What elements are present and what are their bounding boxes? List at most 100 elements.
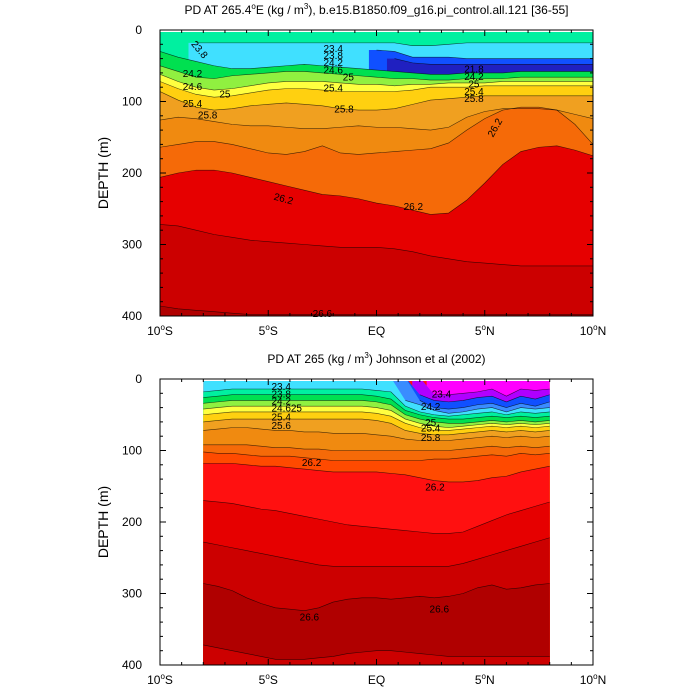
degree-sign: o bbox=[265, 323, 270, 332]
contour-line bbox=[203, 463, 550, 483]
chart-title: PD AT 265.4oE (kg / m3), b.e15.B1850.f09… bbox=[184, 2, 568, 17]
contour-line bbox=[203, 418, 550, 436]
contour-label: 25 bbox=[219, 90, 231, 101]
contour-label: 25 bbox=[291, 404, 303, 415]
contour-line bbox=[160, 106, 593, 155]
x-tick-label: 10oS bbox=[147, 323, 173, 338]
y-tick-label: 400 bbox=[122, 658, 142, 672]
y-tick-label: 0 bbox=[135, 23, 142, 37]
contour-line bbox=[203, 411, 550, 431]
contour-label: 21.8 bbox=[464, 65, 484, 76]
contour-line bbox=[203, 444, 550, 451]
y-tick-label: 200 bbox=[122, 515, 142, 529]
contour-line bbox=[160, 224, 593, 267]
contour-line bbox=[394, 58, 593, 65]
contour-label: 25.8 bbox=[421, 433, 441, 444]
hemisphere: S bbox=[270, 673, 278, 687]
contour-line bbox=[160, 74, 593, 91]
contour-label: 24.6 bbox=[323, 65, 343, 76]
chart-title: PD AT 265 (kg / m3) Johnson et al (2002) bbox=[267, 351, 485, 366]
contour-label: 25.8 bbox=[334, 105, 354, 116]
contour-line bbox=[203, 427, 550, 441]
contour-label: 25.8 bbox=[198, 110, 218, 121]
x-tick-label: 10oS bbox=[147, 672, 173, 687]
contour-line bbox=[160, 81, 593, 98]
x-tick-label: 5oS bbox=[259, 323, 278, 338]
title-text: PD AT 265 (kg / m bbox=[267, 352, 364, 366]
y-tick-label: 200 bbox=[122, 166, 142, 180]
contour-line bbox=[203, 405, 550, 428]
contour-line bbox=[203, 451, 550, 461]
x-tick-number: EQ bbox=[368, 673, 385, 687]
contour-label: 25.4 bbox=[323, 83, 343, 94]
contour-line bbox=[376, 49, 593, 59]
contour-line bbox=[203, 400, 550, 424]
x-tick-label: 5oN bbox=[475, 323, 495, 338]
contour-label: 25.6 bbox=[272, 421, 292, 432]
contour-line bbox=[203, 388, 550, 417]
contour-band bbox=[203, 583, 550, 665]
contour-label: 26.6 bbox=[300, 612, 320, 623]
contour-label: 25.4 bbox=[183, 99, 203, 110]
degree-sign: o bbox=[265, 672, 270, 681]
degree-sign: o bbox=[482, 672, 487, 681]
x-tick-number: 5 bbox=[259, 673, 266, 687]
hemisphere: N bbox=[598, 324, 607, 338]
x-tick-label: 5oN bbox=[475, 672, 495, 687]
title-superscript: 3 bbox=[364, 351, 369, 360]
contour-label: 26.6 bbox=[430, 605, 450, 616]
hemisphere: N bbox=[486, 324, 495, 338]
y-tick-label: 300 bbox=[122, 238, 142, 252]
contour-label: 25.8 bbox=[464, 94, 484, 105]
contour-label: 25 bbox=[425, 418, 437, 429]
title-text: ) Johnson et al (2002) bbox=[369, 352, 486, 366]
degree-sign: o bbox=[160, 323, 165, 332]
degree-sign: o bbox=[160, 672, 165, 681]
contour-label: 24.2 bbox=[183, 69, 203, 80]
x-tick-number: 10 bbox=[580, 324, 594, 338]
title-text: PD AT 265.4 bbox=[184, 3, 251, 17]
contour-label: 25.4 bbox=[421, 424, 441, 435]
contour-label: 23.4 bbox=[272, 382, 292, 393]
contour-label: 23.4 bbox=[323, 44, 343, 55]
degree-sign: o bbox=[482, 323, 487, 332]
contour-label: 24.2 bbox=[323, 58, 343, 69]
contour-line bbox=[405, 400, 550, 414]
y-tick-label: 100 bbox=[122, 95, 142, 109]
hemisphere: S bbox=[270, 324, 278, 338]
contour-line bbox=[203, 583, 550, 611]
contour-label: 25.4 bbox=[464, 87, 484, 98]
x-tick-number: 5 bbox=[475, 673, 482, 687]
hemisphere: S bbox=[165, 324, 173, 338]
hemisphere: N bbox=[598, 673, 607, 687]
contour-line bbox=[160, 51, 593, 75]
contour-label: 24.2 bbox=[464, 72, 484, 83]
contour-label: 26.2 bbox=[425, 482, 445, 493]
title-superscript: o bbox=[251, 2, 256, 11]
degree-sign: o bbox=[593, 323, 598, 332]
contour-line bbox=[160, 91, 593, 111]
x-tick-number: 5 bbox=[475, 324, 482, 338]
x-tick-label: 10oN bbox=[580, 323, 606, 338]
contour-label: 24.6 bbox=[272, 404, 292, 415]
contour-line bbox=[203, 537, 550, 567]
x-tick-number: 5 bbox=[259, 324, 266, 338]
title-text: ), b.e15.B1850.f09_g16.pi_control.all.12… bbox=[308, 3, 568, 17]
contour-line bbox=[160, 108, 593, 131]
x-tick-number: 10 bbox=[580, 673, 594, 687]
contour-label: 26.2 bbox=[273, 192, 295, 208]
contour-band bbox=[203, 644, 550, 665]
contour-line bbox=[160, 145, 593, 215]
y-tick-label: 0 bbox=[135, 372, 142, 386]
y-tick-label: 100 bbox=[122, 444, 142, 458]
contour-line bbox=[434, 388, 550, 397]
contour-label: 23.8 bbox=[272, 389, 292, 400]
contour-label: 23.4 bbox=[432, 389, 452, 400]
contour-line bbox=[419, 400, 550, 410]
contour-label: 24.6 bbox=[183, 82, 203, 93]
y-tick-label: 400 bbox=[122, 309, 142, 323]
degree-sign: o bbox=[593, 672, 598, 681]
contour-line bbox=[196, 42, 593, 47]
contour-label: 24.2 bbox=[272, 397, 292, 408]
y-axis-title: DEPTH (m) bbox=[95, 486, 111, 558]
